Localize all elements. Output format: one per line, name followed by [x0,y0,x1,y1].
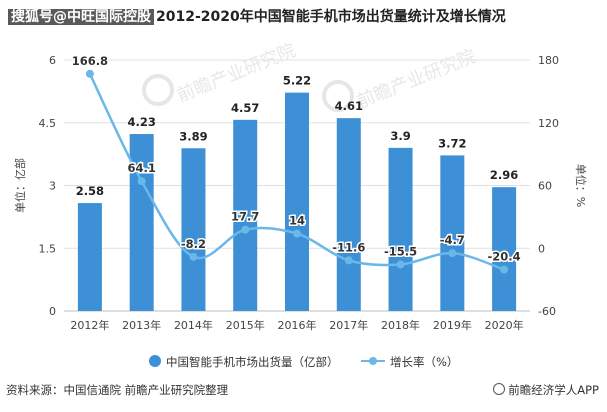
footer-credit-text: 前瞻经济学人APP [508,383,599,397]
x-tick-label: 2012年 [70,318,109,332]
bar-value-label: 3.89 [179,129,207,143]
watermark-logo-icon [322,80,354,112]
bar-value-label: 2.96 [490,168,518,182]
line-value-label: -4.7 [440,233,465,247]
y-right-tick-label: 180 [538,54,559,67]
bar [388,147,413,311]
bar-value-label: 4.61 [335,99,363,113]
line-value-label: 64.1 [127,161,155,175]
y-right-tick-label: -60 [538,305,556,318]
source-account-tag: 搜狐号@中旺国际控股 [8,9,154,25]
bar-value-label: 5.22 [283,74,311,88]
bar [77,203,102,311]
bar-value-label: 3.9 [390,129,410,143]
chart-title: 2012-2020年中国智能手机市场出货量统计及增长情况 [156,9,506,25]
line-value-label: -8.2 [181,237,206,251]
watermark-text: 前瞻产业研究院 [174,40,299,107]
line-series [85,69,509,274]
growth-rate-point [189,252,198,261]
y-left-tick-label: 0 [49,305,56,318]
y-left-axis-title: 单位：亿部 [13,158,27,213]
y-right-tick-label: 0 [538,242,545,255]
x-tick-label: 2019年 [433,318,472,332]
line-value-label: -20.4 [488,250,521,264]
growth-rate-point [396,260,405,269]
bar-value-label: 4.23 [127,115,155,129]
y-right-axis-title: 单位：% [574,164,588,207]
x-tick-label: 2013年 [122,318,161,332]
growth-rate-point [241,225,250,234]
bar [492,187,517,311]
line-value-label: 166.8 [72,54,108,68]
bar-value-label: 2.58 [76,184,104,198]
legend-bar-marker [149,355,161,367]
growth-rate-point [85,69,94,78]
legend-line-marker [361,357,385,365]
growth-rate-point [293,229,301,238]
data-labels: 2.58 4.23 3.89 4.57 5.22 4.61 3.9 3.72 2.96 166.8… [70,52,522,265]
y-left-tick-label: 4.5 [39,117,57,130]
legend-line-label: 增长率（%） [390,355,459,369]
bar-value-label: 4.57 [231,101,259,115]
footer-credit: 前瞻经济学人APP [493,382,599,398]
line-value-label: 14 [289,214,305,228]
x-tick-label: 2016年 [278,318,317,332]
line-value-label: -11.6 [332,240,365,254]
growth-rate-point [344,256,353,265]
line-value-label: 17.7 [231,210,259,224]
y-left-tick-label: 3 [49,180,56,193]
x-tick-label: 2015年 [226,318,265,332]
brand-logo-icon [493,383,506,395]
growth-rate-point [448,249,457,258]
footer-source: 资料来源：中国信通院 前瞻产业研究院整理 [6,383,229,397]
growth-rate-point [500,265,509,274]
growth-rate-point [137,177,146,186]
bar [285,92,309,311]
x-tick-label: 2017年 [329,318,368,332]
y-left-tick-label: 1.5 [39,242,57,255]
y-left-tick-label: 6 [49,54,56,67]
legend-item-bar[interactable]: 中国智能手机市场出货量（亿部） [148,351,339,370]
chart-title-row: 搜狐号@中旺国际控股 2012-2020年中国智能手机市场出货量统计及增长情况 [8,6,506,26]
bar [336,118,361,311]
x-tick-label: 2014年 [174,318,213,332]
bar-value-label: 3.72 [438,136,466,150]
bar [181,148,206,311]
axes: 0 -60 1.5 0 3 60 4.5 120 6 180 单位：亿部 单位：% 2012年 2013年… [13,54,588,332]
y-right-tick-label: 120 [538,117,559,130]
legend-bar-label: 中国智能手机市场出货量（亿部） [166,355,339,369]
bar [440,155,465,311]
bar [233,119,258,312]
watermark-logo: 前瞻产业研究院 前瞻产业研究院 [142,40,479,113]
x-tick-label: 2020年 [485,318,524,332]
watermark-text: 前瞻产业研究院 [354,46,479,113]
watermark-logo-icon [142,74,174,106]
x-tick-label: 2018年 [381,318,420,332]
y-right-tick-label: 60 [538,180,552,193]
legend-item-line[interactable]: 增长率（%） [360,351,458,370]
line-value-label: -15.5 [384,244,417,258]
